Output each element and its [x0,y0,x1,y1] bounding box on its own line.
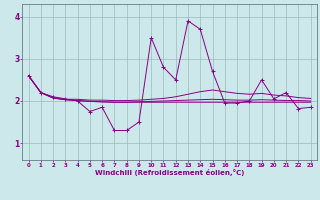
X-axis label: Windchill (Refroidissement éolien,°C): Windchill (Refroidissement éolien,°C) [95,169,244,176]
